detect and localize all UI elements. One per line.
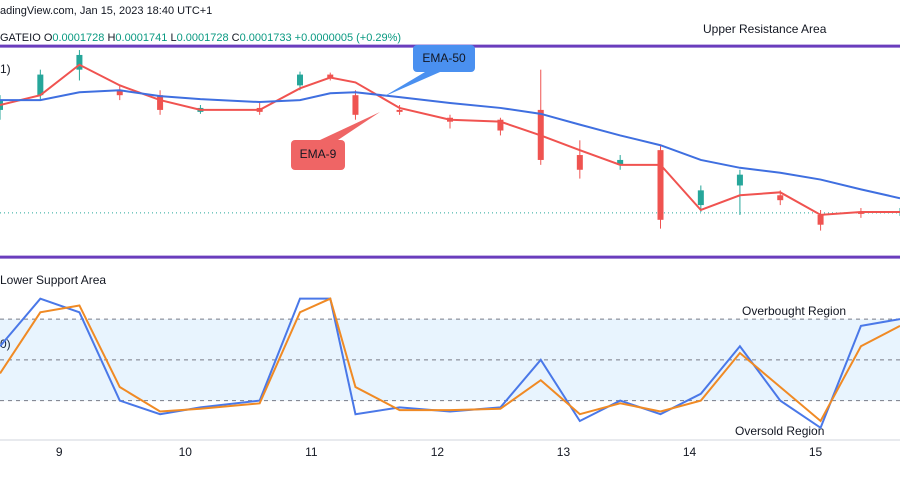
candle-body <box>116 90 123 96</box>
symbol: GATEIO <box>0 32 41 44</box>
candle-body <box>817 214 824 225</box>
candle-body <box>657 150 664 220</box>
ohlc-key: L <box>170 32 177 44</box>
x-tick-label: 14 <box>683 445 697 459</box>
candle-body <box>497 119 504 131</box>
candle-body <box>617 159 624 165</box>
candle-body <box>352 95 359 115</box>
candle-body <box>396 109 403 112</box>
candle-body <box>697 190 704 206</box>
ohlc-key: H <box>107 32 116 44</box>
annotation: EMA-9 <box>300 147 337 161</box>
ohlc-value: 0.0001741 <box>115 32 168 44</box>
candle-body <box>76 54 83 70</box>
ohlc-value: 0.0001733 <box>239 32 292 44</box>
callout-box <box>291 140 345 170</box>
callout-arrow <box>383 72 440 97</box>
ohlc-value: 0.0001728 <box>176 32 229 44</box>
series-line <box>0 89 900 200</box>
x-tick-label: 11 <box>305 445 318 459</box>
candle-body <box>297 74 303 86</box>
ohlc-key: O <box>43 32 53 44</box>
annotation: Upper Resistance Area <box>703 22 827 36</box>
candle-body <box>576 155 583 170</box>
x-tick-label: 15 <box>809 445 823 459</box>
x-tick-label: 10 <box>179 445 193 459</box>
candle-body <box>157 95 164 110</box>
annotation: Overbought Region <box>742 304 846 318</box>
legend-fragment: 1) <box>0 62 11 76</box>
candle-body <box>37 74 44 96</box>
annotation: Oversold Region <box>735 424 824 438</box>
x-tick-label: 9 <box>56 445 63 459</box>
change: +0.0000005 (+0.29%) <box>294 32 402 44</box>
ohlc: O0.0001728 H0.0001741 L0.0001728 C0.0001… <box>44 32 295 44</box>
x-tick-label: 13 <box>557 445 571 459</box>
candle-body <box>736 174 743 186</box>
series-line <box>0 297 900 423</box>
series-line <box>0 63 900 216</box>
header-source: adingView.com, Jan 15, 2023 18:40 UTC+1 <box>0 5 213 17</box>
callout-box <box>413 45 475 72</box>
ohlc-key: C <box>231 32 240 44</box>
candle-body <box>777 195 784 201</box>
ohlc-value: 0.0001728 <box>52 32 105 44</box>
x-tick-label: 12 <box>431 445 445 459</box>
header-ohlc: GATEIO O0.0001728 H0.0001741 L0.0001728 … <box>0 32 401 44</box>
legend-fragment: 0) <box>0 337 11 351</box>
annotation: EMA-50 <box>422 51 466 65</box>
callout-arrow <box>320 112 380 140</box>
annotation: Lower Support Area <box>0 273 106 287</box>
